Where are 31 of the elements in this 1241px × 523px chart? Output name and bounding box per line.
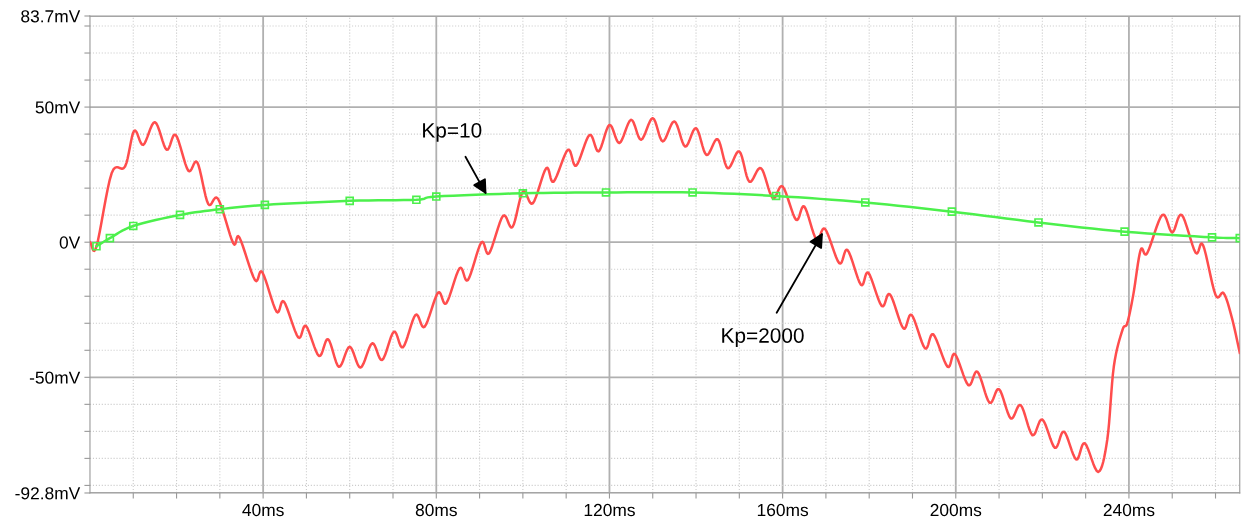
point xyxy=(92,241,101,251)
annotation: Kp=2000 xyxy=(722,328,804,347)
point xyxy=(431,192,441,201)
point xyxy=(947,207,957,216)
x-tick-label: 200ms xyxy=(930,503,982,517)
x-tick-label: 240ms xyxy=(1103,503,1155,517)
point xyxy=(518,188,528,198)
point xyxy=(175,210,185,220)
x-tick-label: 80ms xyxy=(415,503,457,517)
point xyxy=(260,200,270,210)
point xyxy=(412,195,421,205)
point xyxy=(128,221,138,231)
point xyxy=(771,191,781,201)
point xyxy=(1034,218,1043,227)
point xyxy=(345,196,355,206)
point xyxy=(215,204,225,214)
point xyxy=(688,188,697,197)
y-tick-label: 50mV xyxy=(35,101,81,114)
x-tick-label: 40ms xyxy=(242,503,284,517)
annotation: Kp=10 xyxy=(423,122,482,142)
x-tick-label: 160ms xyxy=(757,503,809,517)
point xyxy=(1120,227,1129,236)
point xyxy=(601,188,611,197)
y-tick-label: -92.8mV xyxy=(15,487,81,500)
y-tick-label: 0V xyxy=(59,236,81,249)
point xyxy=(105,233,115,243)
point xyxy=(1207,233,1217,242)
point xyxy=(860,198,870,207)
y-tick-label: 83.7mV xyxy=(21,10,81,23)
x-tick-label: 120ms xyxy=(584,503,635,517)
y-tick-label: -50mV xyxy=(29,371,81,384)
